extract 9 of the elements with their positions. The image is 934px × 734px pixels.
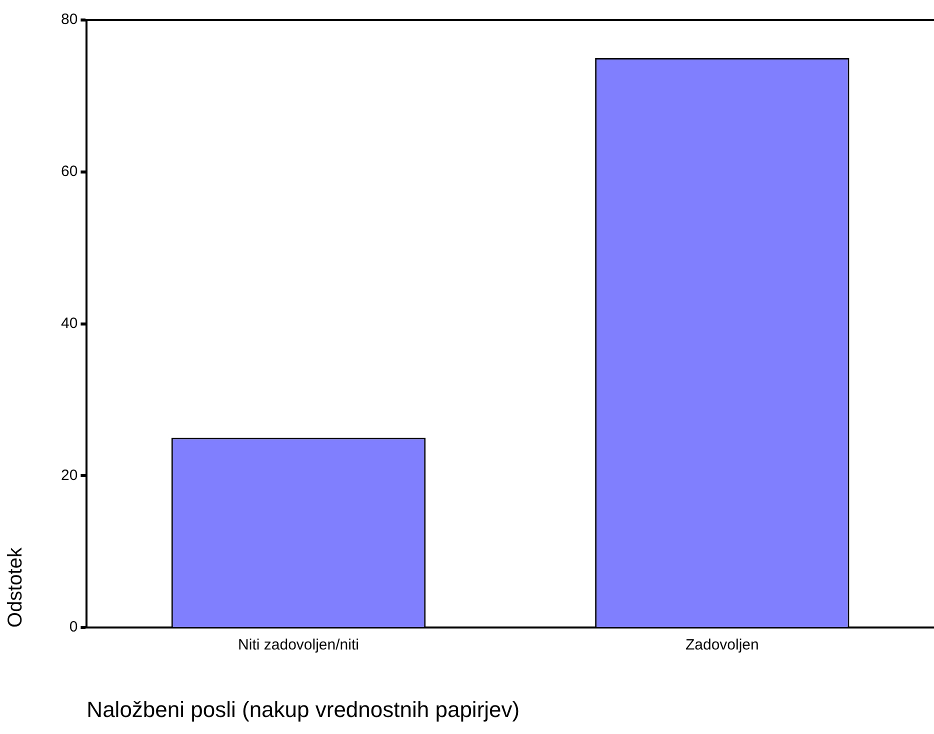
x-tick-label: Zadovoljen bbox=[685, 636, 759, 654]
y-axis-title: Odstotek bbox=[4, 546, 27, 628]
y-tick-label: 20 bbox=[60, 466, 78, 484]
x-axis-title: Naložbeni posli (nakup vrednostnih papirjev) bbox=[86, 696, 520, 722]
y-tick-label: 80 bbox=[60, 11, 78, 28]
y-tick-label: 0 bbox=[69, 618, 78, 636]
y-tick-label: 40 bbox=[60, 314, 78, 332]
y-tick-label: 60 bbox=[60, 163, 78, 180]
x-tick-label: Niti zadovoljen/niti bbox=[238, 636, 359, 654]
